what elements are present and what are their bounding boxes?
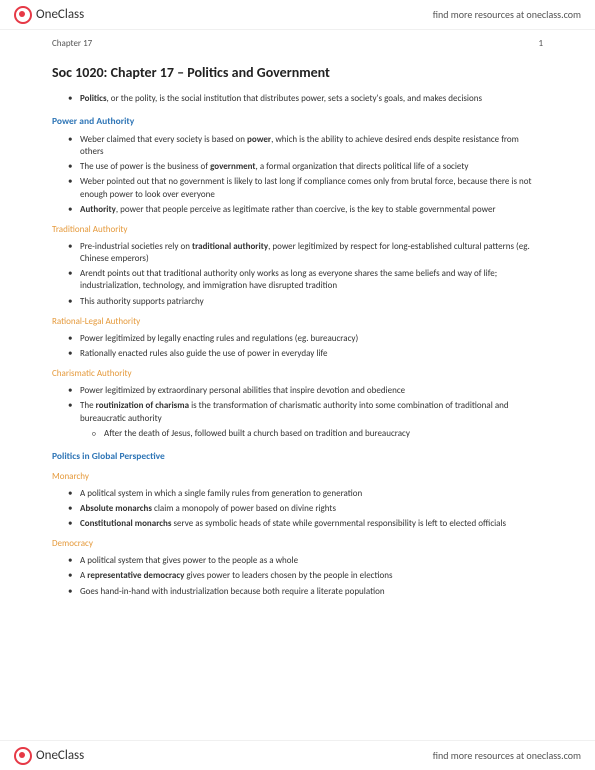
list-item: Absolute monarchs claim a monopoly of po… — [80, 503, 543, 515]
running-head-left: Chapter 17 — [52, 38, 92, 50]
list-item: A political system in which a single fam… — [80, 488, 543, 500]
list-item: The routinization of charisma is the tra… — [80, 400, 543, 439]
resource-link-bottom[interactable]: find more resources at oneclass.com — [433, 749, 581, 762]
list-item: Constitutional monarchs serve as symboli… — [80, 518, 543, 530]
bullet-list: Pre-industrial societies rely on traditi… — [52, 241, 543, 308]
brand-name: OneClass — [36, 748, 84, 763]
list-item: Weber claimed that every society is base… — [80, 134, 543, 158]
brand-logo-icon — [14, 747, 32, 765]
bullet-list: Power legitimized by legally enacting ru… — [52, 333, 543, 360]
list-item: Arendt points out that traditional autho… — [80, 268, 543, 292]
list-item: Rationally enacted rules also guide the … — [80, 348, 543, 360]
list-item: Weber pointed out that no government is … — [80, 176, 543, 200]
section-heading: Politics in Global Perspective — [52, 450, 543, 463]
subsection-heading: Democracy — [52, 538, 543, 550]
list-item: The use of power is the business of gove… — [80, 161, 543, 173]
list-item: Goes hand-in-hand with industrialization… — [80, 586, 543, 598]
sections-container: Power and Authority Weber claimed that ev… — [52, 115, 543, 598]
list-item: This authority supports patriarchy — [80, 296, 543, 308]
subsection-heading: Traditional Authority — [52, 224, 543, 236]
running-head: Chapter 17 1 — [52, 38, 543, 50]
document-body: Chapter 17 1 Soc 1020: Chapter 17 – Poli… — [52, 38, 543, 732]
brand-logo[interactable]: OneClass — [14, 6, 84, 24]
list-item: Pre-industrial societies rely on traditi… — [80, 241, 543, 265]
running-head-right: 1 — [538, 38, 543, 50]
brand-logo-icon — [14, 6, 32, 24]
intro-list: Politics, or the polity, is the social i… — [52, 93, 543, 105]
bullet-list: A political system that gives power to t… — [52, 555, 543, 597]
brand-name: OneClass — [36, 7, 84, 22]
list-item: Power legitimized by extraordinary perso… — [80, 385, 543, 397]
list-item: A representative democracy gives power t… — [80, 570, 543, 582]
brand-logo-footer[interactable]: OneClass — [14, 747, 84, 765]
section-heading: Power and Authority — [52, 115, 543, 128]
resource-link-top[interactable]: find more resources at oneclass.com — [433, 8, 581, 21]
subsection-heading: Charismatic Authority — [52, 368, 543, 380]
subsection-heading: Rational-Legal Authority — [52, 316, 543, 328]
intro-bullet: Politics, or the polity, is the social i… — [80, 93, 543, 105]
list-item: A political system that gives power to t… — [80, 555, 543, 567]
page-title: Soc 1020: Chapter 17 – Politics and Gove… — [52, 64, 543, 83]
footer-bar: OneClass find more resources at oneclass… — [0, 740, 595, 770]
sub-list: After the death of Jesus, followed built… — [80, 428, 543, 440]
bullet-list: A political system in which a single fam… — [52, 488, 543, 530]
list-item: After the death of Jesus, followed built… — [104, 428, 543, 440]
list-item: Power legitimized by legally enacting ru… — [80, 333, 543, 345]
subsection-heading: Monarchy — [52, 471, 543, 483]
bullet-list: Weber claimed that every society is base… — [52, 134, 543, 216]
header-bar: OneClass find more resources at oneclass… — [0, 0, 595, 30]
bullet-list: Power legitimized by extraordinary perso… — [52, 385, 543, 440]
list-item: Authority, power that people perceive as… — [80, 204, 543, 216]
